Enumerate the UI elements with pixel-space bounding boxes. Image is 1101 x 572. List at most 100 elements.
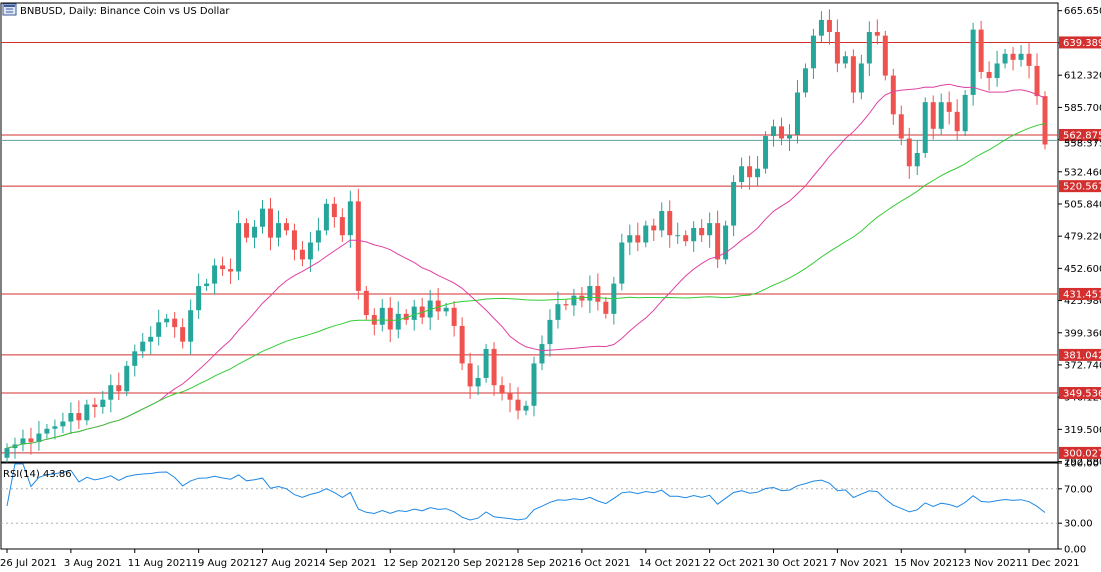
candle[interactable] bbox=[651, 218, 657, 242]
candle[interactable] bbox=[204, 278, 210, 291]
candle[interactable] bbox=[44, 423, 50, 439]
candle[interactable] bbox=[124, 361, 130, 397]
candle[interactable] bbox=[443, 302, 449, 317]
candle[interactable] bbox=[810, 28, 816, 79]
candle[interactable] bbox=[331, 197, 337, 228]
candle[interactable] bbox=[299, 241, 305, 267]
candle[interactable] bbox=[794, 79, 800, 144]
candle[interactable] bbox=[842, 51, 848, 69]
candle[interactable] bbox=[523, 400, 529, 416]
candle[interactable] bbox=[20, 429, 26, 452]
candle[interactable] bbox=[283, 218, 289, 236]
candle[interactable] bbox=[755, 156, 761, 186]
candle[interactable] bbox=[970, 22, 976, 106]
candle[interactable] bbox=[228, 258, 234, 285]
candle[interactable] bbox=[60, 412, 66, 434]
candle[interactable] bbox=[172, 311, 178, 338]
candle[interactable] bbox=[347, 190, 353, 248]
candle[interactable] bbox=[571, 288, 577, 317]
candle[interactable] bbox=[84, 399, 90, 426]
candle[interactable] bbox=[954, 99, 960, 140]
candle[interactable] bbox=[307, 231, 313, 272]
candle[interactable] bbox=[978, 20, 984, 79]
candle[interactable] bbox=[323, 198, 329, 236]
candle[interactable] bbox=[164, 313, 170, 328]
candle[interactable] bbox=[36, 420, 42, 451]
candle[interactable] bbox=[28, 427, 34, 455]
candle[interactable] bbox=[659, 202, 665, 238]
candle[interactable] bbox=[890, 68, 896, 125]
candle[interactable] bbox=[866, 21, 872, 77]
candle[interactable] bbox=[882, 30, 888, 81]
candle[interactable] bbox=[818, 11, 824, 43]
candle[interactable] bbox=[707, 212, 713, 248]
candle[interactable] bbox=[483, 344, 489, 383]
candle[interactable] bbox=[627, 224, 633, 256]
candle[interactable] bbox=[771, 119, 777, 147]
candle[interactable] bbox=[267, 197, 273, 251]
candle[interactable] bbox=[802, 63, 808, 98]
candle[interactable] bbox=[547, 309, 553, 357]
candle[interactable] bbox=[874, 19, 880, 45]
candle[interactable] bbox=[531, 356, 537, 417]
candle[interactable] bbox=[914, 140, 920, 175]
candle[interactable] bbox=[691, 221, 697, 252]
candle[interactable] bbox=[156, 309, 162, 346]
candle[interactable] bbox=[363, 286, 369, 320]
candle[interactable] bbox=[108, 374, 114, 413]
candle[interactable] bbox=[180, 318, 186, 349]
candle[interactable] bbox=[196, 273, 202, 319]
candle[interactable] bbox=[467, 352, 473, 399]
candle[interactable] bbox=[699, 219, 705, 242]
candle[interactable] bbox=[491, 342, 497, 396]
candle[interactable] bbox=[68, 402, 74, 435]
candle[interactable] bbox=[291, 223, 297, 261]
candle[interactable] bbox=[236, 210, 242, 281]
candle[interactable] bbox=[946, 91, 952, 125]
candle[interactable] bbox=[140, 332, 146, 359]
chart-window-icon[interactable] bbox=[2, 3, 17, 16]
candle[interactable] bbox=[603, 296, 609, 319]
candle[interactable] bbox=[1018, 45, 1024, 67]
candle[interactable] bbox=[675, 222, 681, 244]
candle[interactable] bbox=[643, 220, 649, 248]
candle[interactable] bbox=[148, 326, 154, 355]
candle[interactable] bbox=[1010, 47, 1016, 71]
candle[interactable] bbox=[515, 387, 521, 420]
candle[interactable] bbox=[731, 175, 737, 237]
candle[interactable] bbox=[315, 217, 321, 252]
candle[interactable] bbox=[459, 317, 465, 371]
candle[interactable] bbox=[898, 105, 904, 146]
candle[interactable] bbox=[826, 9, 832, 45]
candle[interactable] bbox=[92, 397, 98, 418]
candle[interactable] bbox=[723, 220, 729, 265]
candle[interactable] bbox=[994, 50, 1000, 87]
candle[interactable] bbox=[667, 200, 673, 248]
candle[interactable] bbox=[100, 391, 106, 414]
candle[interactable] bbox=[747, 155, 753, 190]
candle[interactable] bbox=[834, 19, 840, 73]
candle[interactable] bbox=[779, 117, 785, 146]
candle[interactable] bbox=[786, 124, 792, 152]
candle[interactable] bbox=[339, 208, 345, 242]
candle[interactable] bbox=[930, 95, 936, 140]
candle[interactable] bbox=[763, 131, 769, 174]
candle[interactable] bbox=[116, 372, 122, 400]
candle[interactable] bbox=[683, 230, 689, 247]
candle[interactable] bbox=[986, 61, 992, 91]
candle[interactable] bbox=[1042, 91, 1048, 150]
candle[interactable] bbox=[188, 299, 194, 355]
candle[interactable] bbox=[587, 275, 593, 314]
candle[interactable] bbox=[858, 54, 864, 100]
candle[interactable] bbox=[539, 335, 545, 371]
candle[interactable] bbox=[379, 299, 385, 332]
candle[interactable] bbox=[132, 344, 138, 377]
candle[interactable] bbox=[275, 210, 281, 247]
candle[interactable] bbox=[451, 301, 457, 337]
candle[interactable] bbox=[260, 199, 266, 234]
candle[interactable] bbox=[1026, 43, 1032, 79]
candle[interactable] bbox=[244, 218, 250, 243]
candle[interactable] bbox=[355, 188, 361, 300]
candle[interactable] bbox=[499, 376, 505, 401]
